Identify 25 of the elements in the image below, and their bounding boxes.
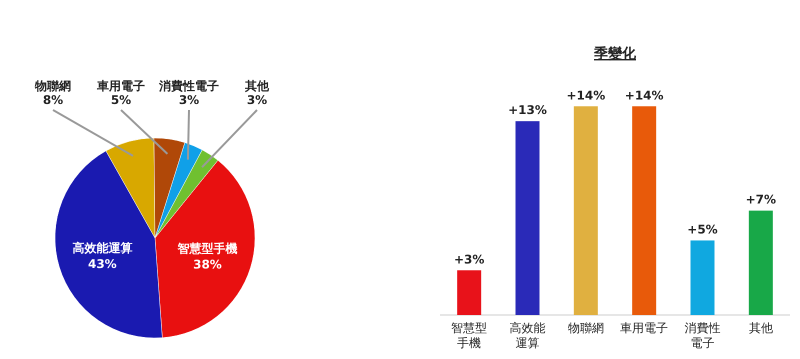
x-tick-label: 消費性電子 — [684, 321, 720, 350]
slice-label: 其他 — [244, 79, 270, 93]
data-label: +14% — [566, 88, 606, 102]
x-tick-label: 車用電子 — [620, 321, 668, 335]
data-label: 3% — [246, 93, 268, 107]
slice-label: 高效能運算 — [72, 240, 132, 255]
slice-label: 智慧型手機 — [176, 241, 238, 256]
data-label: 3% — [178, 93, 200, 107]
data-label: +13% — [508, 103, 547, 118]
data-label: +3% — [454, 252, 484, 266]
data-label: 43% — [88, 256, 117, 271]
x-tick-label: 物聯網 — [568, 321, 604, 335]
slice-label: 車用電子 — [96, 79, 145, 93]
data-label: 38% — [193, 257, 222, 272]
data-label: 5% — [110, 93, 132, 107]
data-label: +5% — [687, 222, 718, 236]
slice-label: 消費性電子 — [158, 79, 219, 93]
data-label: +14% — [624, 88, 664, 102]
x-tick-label: 高效能運算 — [510, 321, 546, 350]
chart-title: 季變化 — [593, 45, 637, 62]
x-tick-label: 其他 — [748, 321, 773, 335]
x-tick-label: 智慧型手機 — [451, 321, 488, 350]
data-label: +7% — [746, 192, 776, 207]
data-label: 8% — [42, 93, 64, 107]
slice-label: 物聯網 — [34, 79, 71, 93]
